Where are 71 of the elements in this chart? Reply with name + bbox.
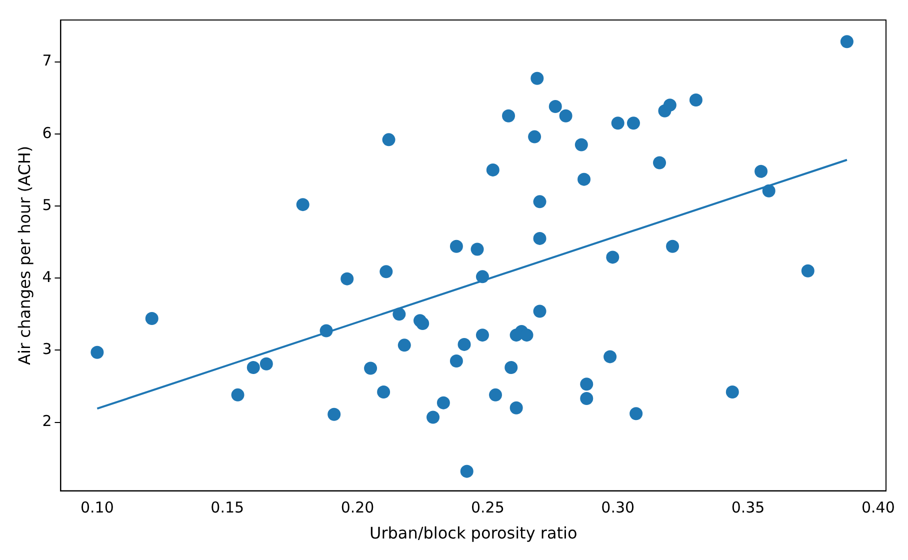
point xyxy=(510,401,523,414)
point xyxy=(450,240,463,253)
point xyxy=(574,138,588,152)
point xyxy=(611,116,624,130)
point xyxy=(364,362,378,375)
point xyxy=(392,308,406,321)
point xyxy=(801,264,814,278)
point xyxy=(486,163,500,176)
point xyxy=(533,232,546,245)
y-tick-label: 4 xyxy=(42,268,52,286)
point xyxy=(382,133,396,146)
point xyxy=(416,317,430,330)
point xyxy=(548,100,562,114)
point xyxy=(231,388,244,402)
point xyxy=(145,312,158,325)
point xyxy=(246,361,260,374)
point xyxy=(762,184,776,198)
point xyxy=(689,94,702,107)
point xyxy=(840,35,854,48)
point xyxy=(458,338,471,351)
point xyxy=(726,386,739,399)
point xyxy=(580,392,594,406)
y-tick-label: 7 xyxy=(42,52,52,70)
point xyxy=(666,240,680,253)
point xyxy=(489,388,502,402)
x-tick-label: 0.35 xyxy=(731,498,765,517)
point xyxy=(398,338,411,352)
point xyxy=(530,72,544,85)
point xyxy=(426,410,440,424)
point xyxy=(377,386,390,399)
y-tick-label: 5 xyxy=(42,196,52,214)
point xyxy=(460,464,474,478)
point xyxy=(260,357,273,370)
x-tick-label: 0.15 xyxy=(210,498,244,517)
point xyxy=(328,408,341,421)
x-tick-label: 0.10 xyxy=(80,498,114,517)
y-tick-label: 6 xyxy=(42,124,52,142)
point xyxy=(653,156,666,170)
point xyxy=(502,109,516,122)
x-tick-label: 0.30 xyxy=(601,498,635,517)
point xyxy=(520,328,534,342)
y-tick-label: 2 xyxy=(42,412,52,430)
point xyxy=(340,272,354,286)
x-axis-title: Urban/block porosity ratio xyxy=(369,524,578,543)
point xyxy=(578,172,591,186)
point xyxy=(559,109,572,122)
x-tick-label: 0.20 xyxy=(340,498,374,517)
point xyxy=(476,270,489,284)
x-tick-label: 0.25 xyxy=(470,498,504,517)
point xyxy=(380,265,393,278)
point xyxy=(296,198,310,212)
point xyxy=(533,195,546,208)
point xyxy=(626,116,640,130)
point xyxy=(320,324,333,338)
point xyxy=(663,98,676,112)
point xyxy=(504,361,518,374)
point xyxy=(606,250,620,264)
point xyxy=(630,407,643,420)
point xyxy=(533,304,546,318)
y-axis-title: Air changes per hour (ACH) xyxy=(14,146,34,365)
y-tick-label: 3 xyxy=(42,340,52,358)
point xyxy=(450,354,463,368)
point xyxy=(754,164,768,178)
point xyxy=(528,130,542,144)
point xyxy=(90,346,104,359)
x-tick-label: 0.40 xyxy=(861,498,895,517)
point xyxy=(476,328,489,342)
point xyxy=(604,350,617,364)
point xyxy=(470,242,484,256)
point xyxy=(580,378,594,391)
point xyxy=(436,396,450,410)
